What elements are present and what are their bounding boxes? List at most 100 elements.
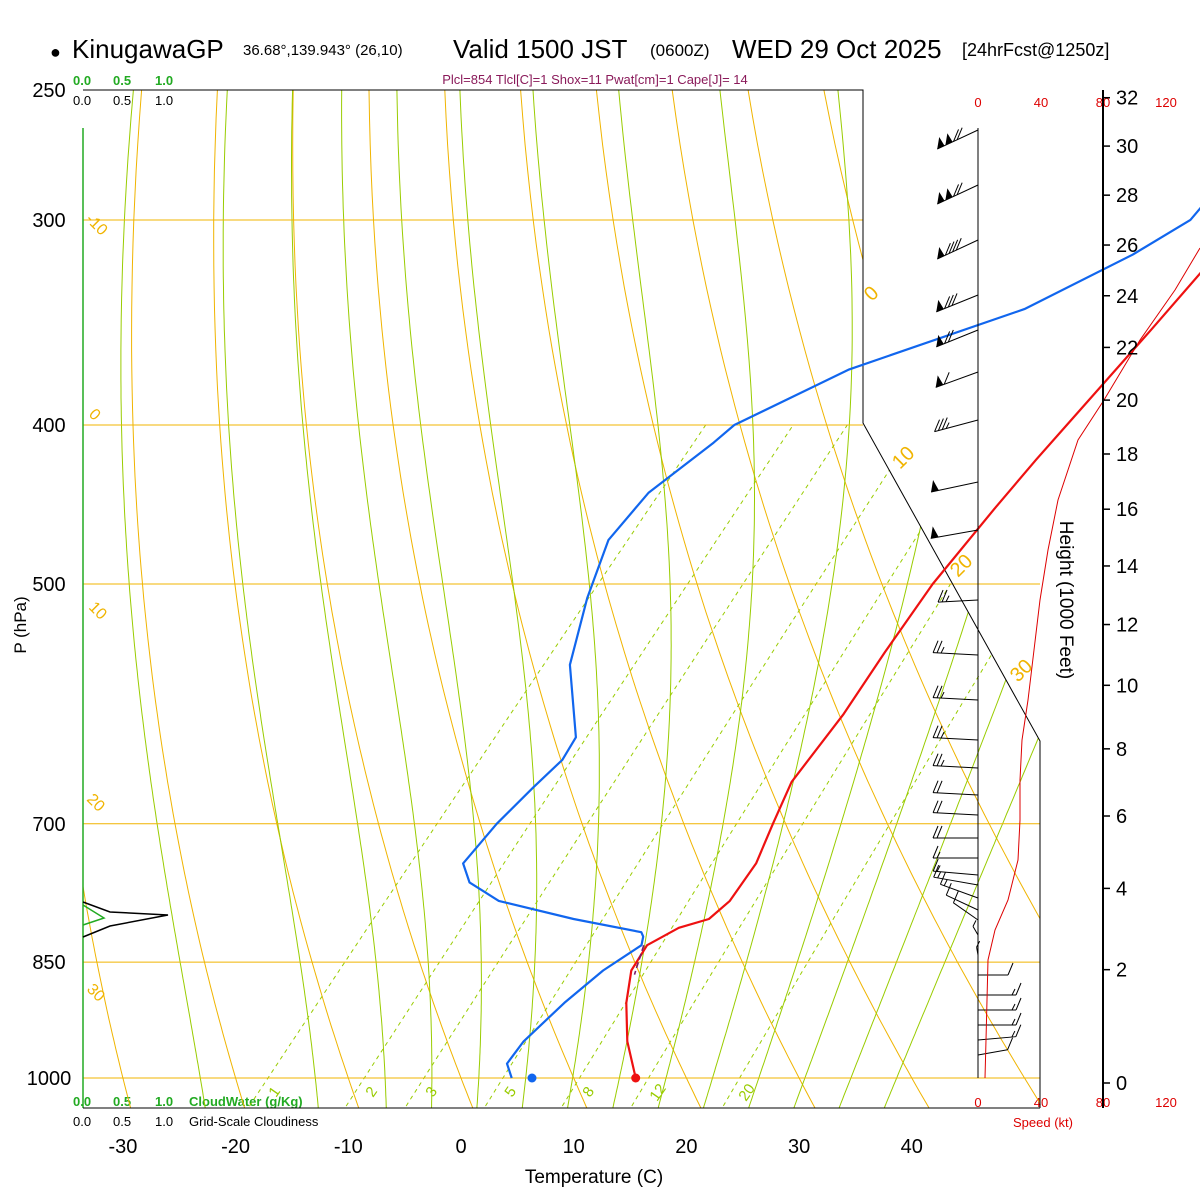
dry-adiabat-line xyxy=(817,90,1040,1108)
dry-adiabat-label: 20 xyxy=(83,791,108,816)
barb-feather xyxy=(941,589,948,603)
speed-tick: 0 xyxy=(974,1095,981,1110)
temperature-tick-label: -30 xyxy=(108,1136,137,1158)
barb-feather xyxy=(936,825,943,839)
mixing-ratio-label: 20 xyxy=(735,1081,758,1104)
barb-flag xyxy=(936,334,944,347)
pressure-tick-label: 700 xyxy=(32,814,65,836)
barb-staff xyxy=(977,1036,1016,1041)
barb-feather xyxy=(943,372,950,385)
height-tick-label: 26 xyxy=(1116,235,1138,257)
barb-feather xyxy=(932,825,939,839)
height-tick-label: 2 xyxy=(1116,960,1127,982)
cloud-tick: 1.0 xyxy=(155,1094,173,1109)
moist-adiabat-line xyxy=(291,90,387,1108)
temperature-tick-label: -20 xyxy=(221,1136,250,1158)
height-tick-label: 12 xyxy=(1116,615,1138,637)
dry-adiabat-line xyxy=(83,90,133,1108)
moist-adiabat-line xyxy=(120,90,207,1108)
barb-half-feather xyxy=(945,595,950,602)
barb-staff xyxy=(930,529,979,539)
mixing-ratio-label: 2 xyxy=(362,1084,381,1101)
barb-feather xyxy=(1015,1012,1022,1026)
barb-half-feather xyxy=(972,920,977,927)
cloud-scale-top-black: 0.0 0.5 1.0 xyxy=(73,93,173,108)
wind-barb xyxy=(952,890,979,921)
barb-half-feather xyxy=(940,731,945,739)
cloud-scale-top-green: 0.0 0.5 1.0 xyxy=(73,73,173,88)
moist-adiabat-line xyxy=(396,90,482,1108)
barb-feather xyxy=(936,800,943,814)
barb-feather xyxy=(936,780,943,794)
dry-adiabat-line xyxy=(213,90,361,1108)
barb-staff xyxy=(933,697,979,701)
pressure-tick-label: 500 xyxy=(32,574,65,596)
height-axis-label: Height (1000 Feet) xyxy=(1055,521,1076,679)
dry-adiabat-label: 30 xyxy=(83,981,108,1006)
barb-feather xyxy=(941,417,948,430)
mixing-ratio-line xyxy=(557,424,989,1108)
moist-adiabats xyxy=(120,90,1040,1108)
dewpoint-trace xyxy=(462,206,1200,1079)
moist-adiabat-line xyxy=(458,90,538,1108)
cloud-tick: 0.0 xyxy=(73,93,91,108)
cloud-scale-bottom-green: 0.0 0.5 1.0 CloudWater (g/Kg) xyxy=(73,1094,303,1109)
barb-feather xyxy=(932,640,939,653)
speed-scale-top: 0 40 80 120 xyxy=(974,95,1176,110)
barb-feather xyxy=(932,753,939,766)
height-tick-label: 8 xyxy=(1116,739,1127,761)
dry-adiabat-line xyxy=(1118,61,1200,1113)
forecast-run: [24hrFcst@1250z] xyxy=(962,40,1109,60)
barb-feather xyxy=(944,243,951,256)
barb-feather xyxy=(1015,1024,1022,1037)
isobars xyxy=(83,219,1040,1079)
height-tick-label: 20 xyxy=(1116,390,1138,412)
speed-tick: 120 xyxy=(1155,95,1177,110)
barb-staff xyxy=(933,765,979,769)
barb-feather xyxy=(945,883,952,896)
cloud-tick: 0.5 xyxy=(113,1094,131,1109)
wind-barb xyxy=(932,800,979,816)
surface-dewpoint-dot xyxy=(527,1073,537,1083)
cloud-water-label: CloudWater (g/Kg) xyxy=(189,1094,303,1109)
wind-barb xyxy=(939,872,979,899)
barb-staff xyxy=(976,947,979,956)
surface-temperature-dot xyxy=(631,1073,641,1083)
barb-feather xyxy=(933,864,940,878)
dry-adiabats xyxy=(83,61,1200,1113)
pressure-tick-label: 300 xyxy=(32,210,65,232)
sounding-traces xyxy=(462,206,1200,1083)
barb-half-feather xyxy=(936,851,941,859)
height-tick-label: 14 xyxy=(1116,556,1138,578)
wind-barb xyxy=(932,753,979,769)
y-axis-label: P (hPa) xyxy=(11,596,30,653)
moist-adiabat-line xyxy=(836,90,1040,1108)
height-tick-label: 24 xyxy=(1116,286,1138,308)
station-name: KinugawaGP xyxy=(72,34,224,64)
barb-flag xyxy=(937,192,945,205)
wind-barb xyxy=(945,883,979,911)
wind-barb xyxy=(932,685,979,701)
barb-half-feather xyxy=(1011,1003,1016,1011)
moist-adiabat-line xyxy=(530,90,600,1108)
dry-adiabat-label: 10 xyxy=(85,599,110,624)
dry-adiabat-line xyxy=(967,90,1040,1108)
height-tick-label: 4 xyxy=(1116,878,1127,900)
speed-tick: 120 xyxy=(1155,1095,1177,1110)
dry-adiabat-label: 10 xyxy=(888,442,919,473)
temperature-tick-label: 10 xyxy=(563,1136,585,1158)
wind-barb xyxy=(935,371,979,388)
dry-adiabat-line xyxy=(892,90,1040,1108)
barb-half-feather xyxy=(936,865,941,872)
barb-staff xyxy=(972,926,979,936)
wind-barb xyxy=(934,417,979,433)
barb-flag xyxy=(945,188,953,201)
barb-feather xyxy=(953,129,959,142)
height-tick-label: 30 xyxy=(1116,136,1138,158)
barb-feather xyxy=(932,800,939,813)
barb-feather xyxy=(955,237,962,251)
wind-barb xyxy=(977,1037,1014,1056)
dry-adiabat-line xyxy=(131,90,247,1108)
barb-flag xyxy=(945,133,953,146)
